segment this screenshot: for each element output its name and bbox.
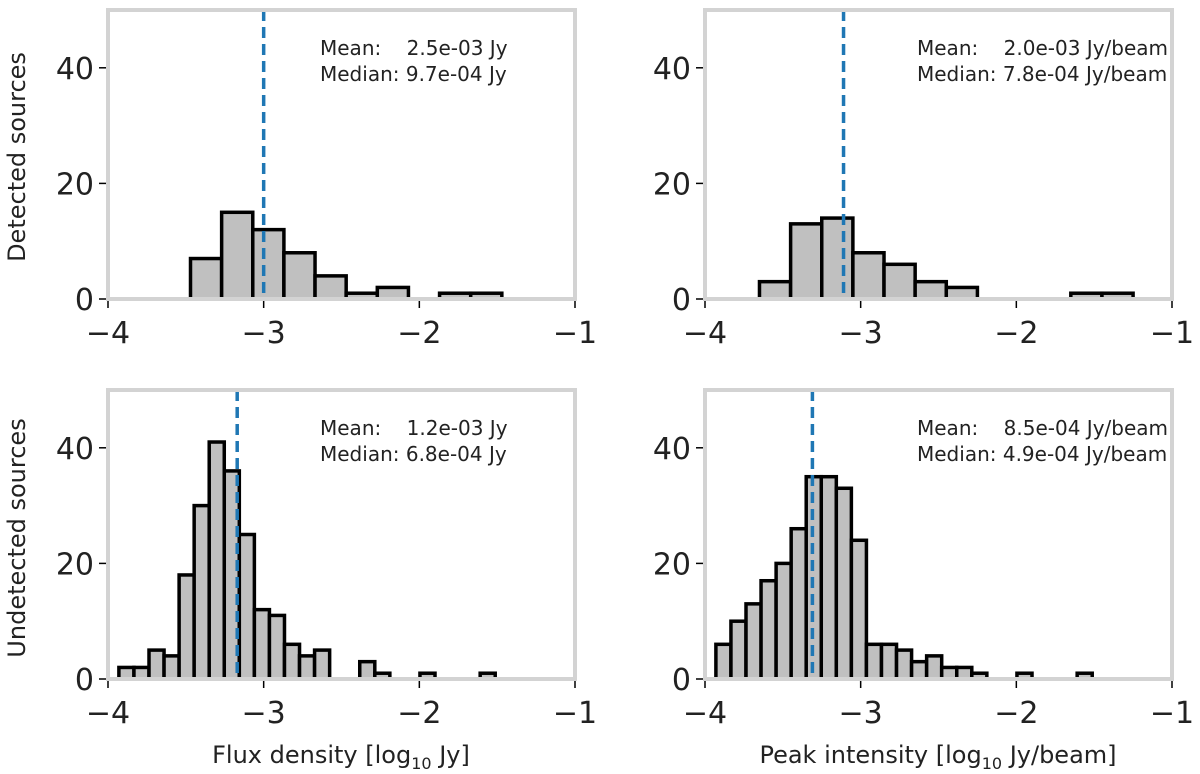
y-tick-label: 20 (653, 167, 691, 202)
axes-frame (703, 8, 1174, 301)
x-tick-label: −2 (994, 696, 1038, 731)
bar (851, 251, 886, 301)
x-tick-label: −2 (397, 696, 441, 731)
bar (312, 648, 332, 681)
y-tick-label: 20 (56, 167, 94, 202)
bar (757, 279, 793, 301)
panel-3: −4 −3 −2 −1 0 20 40 Mean: 8.5e-04 Jy/beamMedian… (653, 388, 1194, 731)
y-tick-label: 0 (75, 283, 94, 318)
bar (267, 613, 287, 681)
col-label-flux-sub: 10 (411, 754, 431, 773)
bar (882, 262, 917, 301)
x-tick-label: −1 (553, 696, 597, 731)
x-tick-label: −4 (683, 696, 727, 731)
bar (913, 279, 949, 301)
x-tick-label: −3 (839, 696, 883, 731)
y-tick-label: 40 (653, 432, 691, 467)
bar (788, 222, 824, 301)
bar (297, 654, 317, 681)
y-tick-label: 0 (75, 663, 94, 698)
x-tick-label: −1 (553, 316, 597, 351)
bar (864, 642, 884, 681)
col-label-peak-unit: Jy/beam] (1002, 741, 1116, 769)
axes-frame (106, 388, 577, 681)
bar (849, 538, 869, 681)
y-tick-label: 0 (672, 283, 691, 318)
bar (162, 654, 181, 681)
bar (219, 210, 255, 301)
row-label-undetected: Undetected sources (3, 418, 31, 657)
bar (177, 573, 196, 681)
mean-annotation: Mean: 2.5e-03 Jy (320, 36, 508, 60)
bar (909, 659, 929, 681)
y-tick-label: 0 (672, 663, 691, 698)
bar (834, 486, 854, 681)
x-tick-label: −4 (86, 316, 130, 351)
col-label-flux: Flux density [log10 Jy] (212, 741, 470, 773)
bar (729, 619, 748, 681)
y-tick-label: 20 (653, 547, 691, 582)
col-label-peak-sub: 10 (982, 754, 1002, 773)
bar (282, 251, 317, 301)
bar (744, 602, 763, 681)
x-tick-label: −3 (242, 316, 286, 351)
bar (147, 648, 166, 681)
bar (714, 642, 733, 681)
median-annotation: Median: 6.8e-04 Jy (320, 442, 507, 466)
row-label-detected: Detected sources (3, 52, 31, 262)
x-tick-label: −4 (86, 696, 130, 731)
x-tick-label: −3 (242, 696, 286, 731)
bar (207, 440, 227, 681)
x-tick-label: −2 (397, 316, 441, 351)
bar (879, 642, 899, 681)
bar (282, 642, 302, 681)
col-label-flux-unit: Jy] (432, 741, 470, 769)
bar (789, 526, 808, 681)
y-tick-label: 40 (56, 432, 94, 467)
bar (237, 532, 257, 681)
y-tick-label: 40 (653, 52, 691, 87)
bar (357, 659, 377, 681)
median-annotation: Median: 4.9e-04 Jy/beam (917, 442, 1167, 466)
y-tick-label: 20 (56, 547, 94, 582)
x-tick-label: −1 (1150, 316, 1194, 351)
panel-1: −4 −3 −2 −1 0 20 40 Mean: 2.0e-03 Jy/beamMedian… (653, 8, 1194, 351)
x-tick-label: −4 (683, 316, 727, 351)
bar (819, 474, 839, 681)
bar (188, 256, 224, 301)
bar (759, 578, 778, 681)
bar (252, 607, 272, 681)
x-tick-label: −2 (994, 316, 1038, 351)
y-tick-label: 40 (56, 52, 94, 87)
bar (251, 227, 286, 301)
axes-frame (703, 388, 1174, 681)
bar (820, 216, 855, 301)
mean-annotation: Mean: 8.5e-04 Jy/beam (917, 416, 1168, 440)
bar (924, 654, 944, 681)
median-annotation: Median: 9.7e-04 Jy (320, 62, 507, 86)
x-tick-label: −3 (839, 316, 883, 351)
bar (894, 648, 914, 681)
mean-annotation: Mean: 1.2e-03 Jy (320, 416, 508, 440)
bar (313, 274, 348, 301)
median-annotation: Median: 7.8e-04 Jy/beam (917, 62, 1167, 86)
x-tick-label: −1 (1150, 696, 1194, 731)
axes-frame (106, 8, 577, 301)
mean-annotation: Mean: 2.0e-03 Jy/beam (917, 36, 1168, 60)
bar (774, 561, 793, 681)
bar (192, 503, 211, 681)
col-label-peak: Peak intensity [log10 Jy/beam] (759, 741, 1116, 773)
